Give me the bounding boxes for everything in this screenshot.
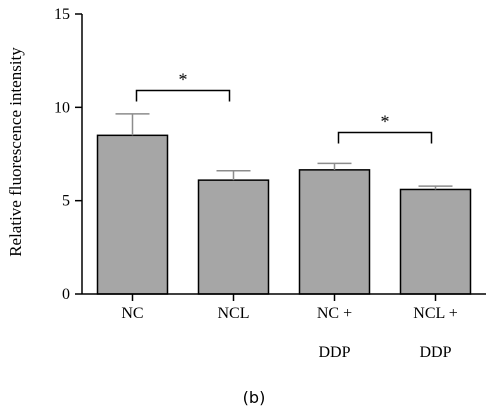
significance-label-1: * <box>381 112 390 132</box>
y-tick-label-15: 15 <box>54 6 70 23</box>
x-tick-label-0: NC <box>121 305 143 322</box>
x-tick-label-3-line-0: NCL + <box>413 305 457 322</box>
bar-0 <box>96 134 169 295</box>
y-axis-title: Relative fluorescence intensity <box>6 47 25 257</box>
significance-bracket-0 <box>135 89 231 102</box>
x-tick-label-3-line-1: DDP <box>419 344 451 361</box>
axes-layer: 0 5 10 15 NC NCL NC + DDP NCL + DDP <box>54 6 486 361</box>
y-tick-label-0: 0 <box>62 286 70 303</box>
x-tick-label-1: NCL <box>218 305 250 322</box>
x-tick-label-0-line-0: NC <box>121 305 143 322</box>
significance-layer: ** <box>135 70 433 144</box>
panel-label: (b) <box>243 388 266 407</box>
bar-2 <box>298 169 371 295</box>
x-tick-label-2-line-1: DDP <box>318 344 350 361</box>
x-tick-label-2-line-0: NC + <box>317 305 352 322</box>
x-tick-label-1-line-0: NCL <box>218 305 250 322</box>
x-tick-label-2: NC + DDP <box>317 305 352 361</box>
bar-1 <box>197 179 270 295</box>
x-tick-label-3: NCL + DDP <box>413 305 457 361</box>
y-tick-label-5: 5 <box>62 193 70 210</box>
bar-3 <box>399 188 472 295</box>
significance-label-0: * <box>179 70 188 90</box>
significance-bracket-1 <box>337 131 433 144</box>
error-bars-layer <box>115 113 453 190</box>
y-tick-label-10: 10 <box>54 99 70 116</box>
bars-layer <box>96 134 472 295</box>
